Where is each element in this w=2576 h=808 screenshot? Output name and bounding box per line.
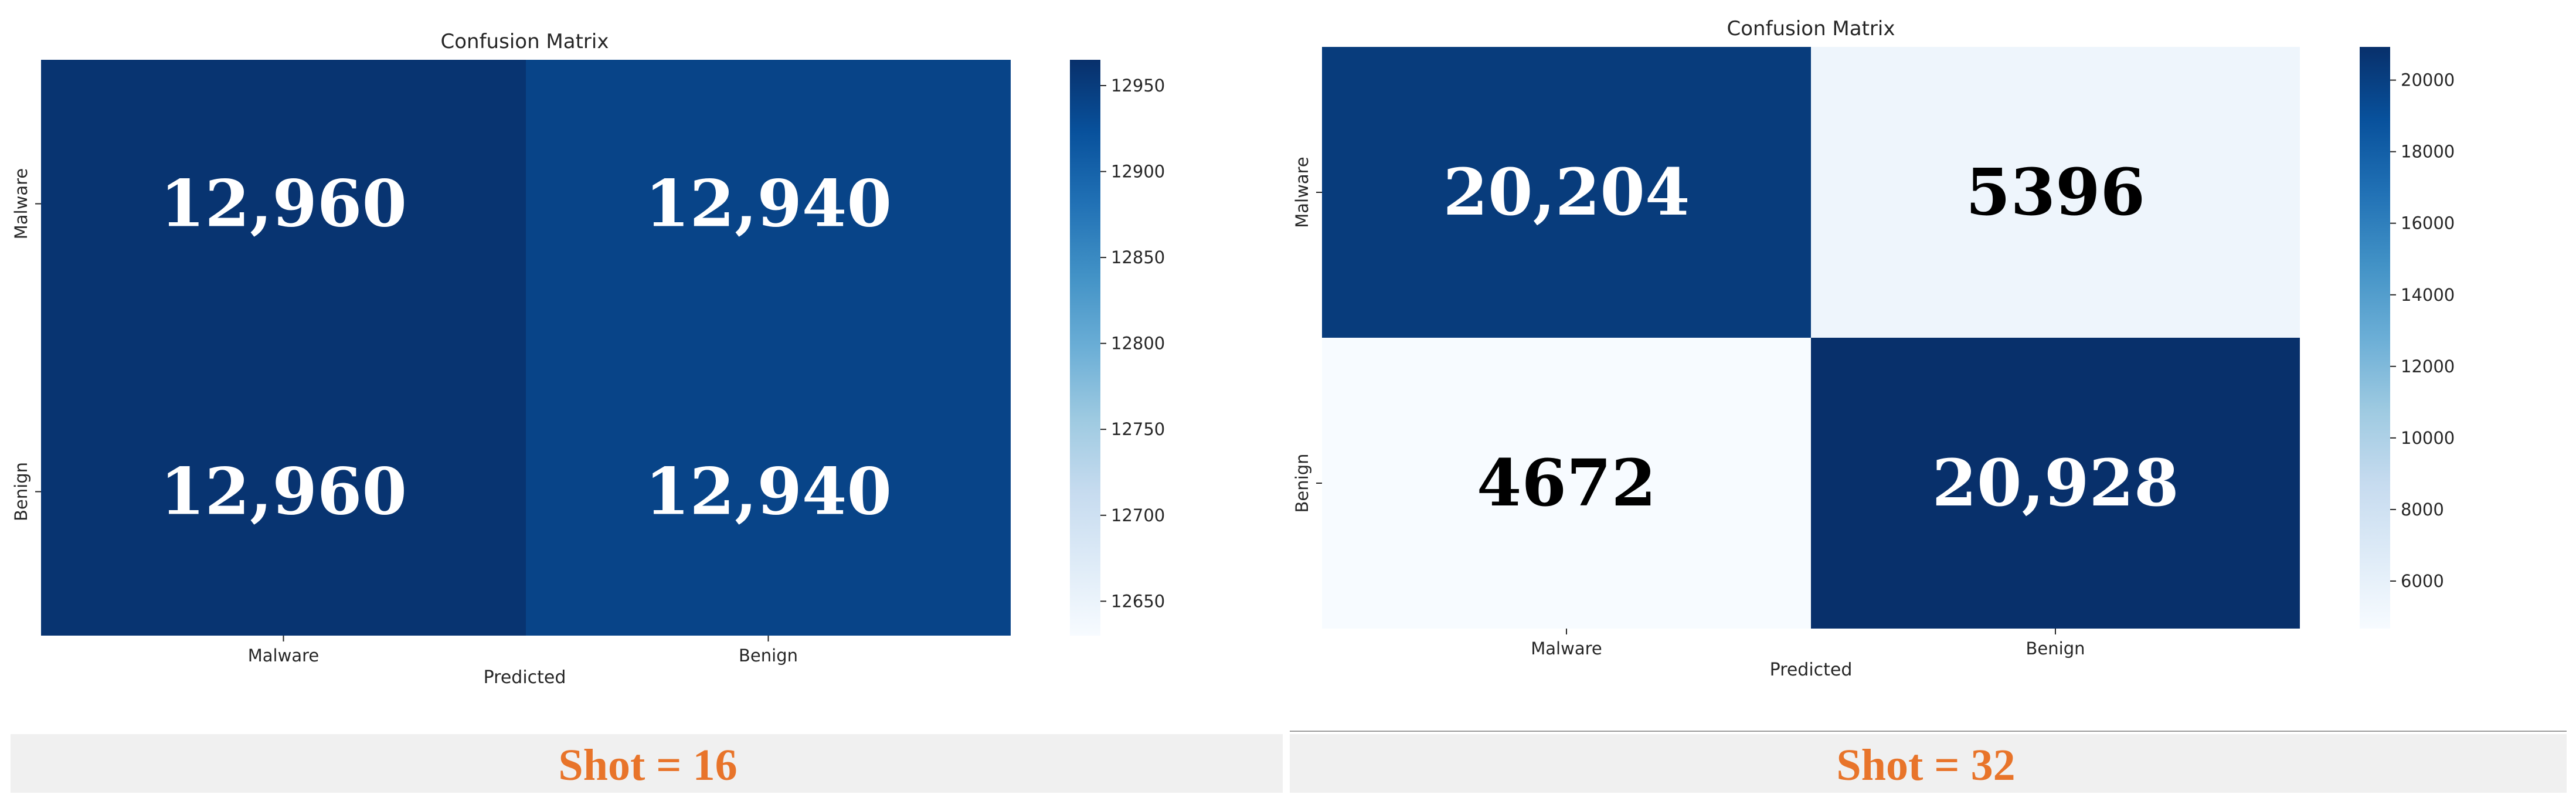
- colorbar-tick-label: 12900: [1111, 162, 1165, 182]
- colorbar-tick-label: 6000: [2401, 571, 2444, 591]
- cell-value-label: 20,204: [1443, 154, 1690, 230]
- colorbar-tick-label: 12850: [1111, 247, 1165, 267]
- colorbar-tick-label: 14000: [2401, 285, 2455, 305]
- colorbar-tick-label: 12650: [1111, 591, 1165, 611]
- caption-band: [11, 734, 1283, 793]
- colorbar-tick-label: 18000: [2401, 142, 2455, 162]
- cell-value-label: 12,960: [160, 454, 407, 529]
- cell-value-label: 12,960: [160, 166, 407, 242]
- x-tick-label: Benign: [739, 646, 798, 666]
- x-tick-label: Malware: [1531, 639, 1602, 658]
- x-axis-label: Predicted: [1770, 660, 1853, 680]
- heatmap-cell: [41, 348, 526, 636]
- y-tick-label: Malware: [11, 168, 31, 239]
- heatmap-cell: [526, 348, 1011, 636]
- cell-value-label: 12,940: [645, 454, 892, 529]
- caption-band: [1290, 734, 2567, 793]
- colorbar-tick-label: 12950: [1111, 76, 1165, 96]
- caption-label: Shot = 32: [1836, 741, 2015, 790]
- confusion-matrix-2: Confusion Matrix 20,204 5396 4672 20,928 Malw…: [1290, 17, 2567, 793]
- colorbar-tick-label: 12700: [1111, 505, 1165, 525]
- colorbar-tick-label: 16000: [2401, 213, 2455, 233]
- x-axis-label: Predicted: [484, 667, 566, 688]
- heatmap-cell: [1811, 47, 2300, 338]
- confusion-matrix-1: Confusion Matrix 12,960 12,940 12,960 12,940…: [11, 30, 1283, 793]
- y-tick-label: Benign: [11, 462, 31, 521]
- caption-label: Shot = 16: [558, 741, 737, 790]
- cell-value-label: 5396: [1966, 154, 2145, 230]
- colorbar-tick-label: 12000: [2401, 357, 2455, 376]
- chart-title: Confusion Matrix: [441, 30, 609, 53]
- heatmap-cell: [1322, 338, 1811, 629]
- y-tick-label: Benign: [1292, 454, 1312, 513]
- heatmap-cell: [41, 60, 526, 348]
- colorbar: [2360, 47, 2390, 629]
- cell-value-label: 4672: [1477, 445, 1656, 521]
- y-tick-label: Malware: [1292, 157, 1312, 228]
- colorbar-tick-label: 8000: [2401, 500, 2444, 520]
- colorbar-tick-label: 20000: [2401, 70, 2455, 90]
- cell-value-label: 12,940: [645, 166, 892, 242]
- chart-title: Confusion Matrix: [1727, 17, 1895, 40]
- x-tick-label: Malware: [248, 646, 319, 666]
- x-tick-label: Benign: [2026, 639, 2085, 658]
- heatmap-cell: [1811, 338, 2300, 629]
- colorbar: [1070, 60, 1100, 636]
- colorbar-tick-label: 12750: [1111, 419, 1165, 439]
- heatmap-cell: [1322, 47, 1811, 338]
- cell-value-label: 20,928: [1932, 445, 2179, 521]
- colorbar-tick-label: 10000: [2401, 428, 2455, 448]
- heatmap-cell: [526, 60, 1011, 348]
- colorbar-tick-label: 12800: [1111, 334, 1165, 354]
